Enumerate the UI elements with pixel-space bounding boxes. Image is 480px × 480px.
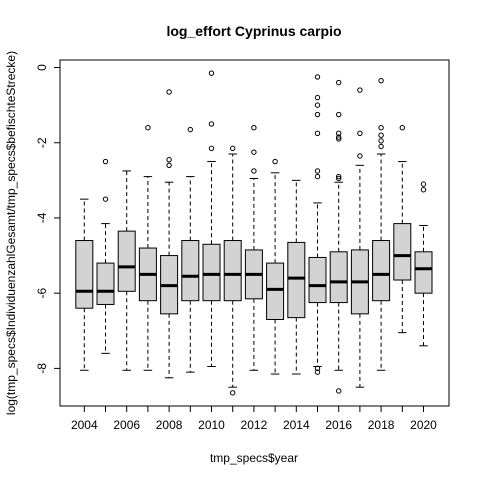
outlier-point [336, 136, 342, 142]
box-rect [223, 240, 242, 302]
box-2015 [308, 74, 327, 375]
box-rect [75, 240, 94, 309]
y-axis: -8 -6 -4 -2 0 [35, 64, 60, 374]
outlier-point [314, 74, 321, 80]
y-axis-label: log(tmp_specs$IndividuenzahlGesamt/tmp_s… [4, 51, 18, 415]
box-rect [181, 240, 200, 302]
outlier-point [357, 153, 363, 159]
x-axis-label: tmp_specs$year [210, 451, 298, 465]
outlier-point [378, 132, 384, 138]
x-tick-label: 2006 [113, 418, 140, 432]
outlier-point [336, 111, 342, 118]
box-rect [202, 243, 221, 302]
box-rect [117, 230, 136, 292]
box-2013 [266, 158, 285, 375]
box-rect [372, 240, 391, 302]
outlier-point [187, 126, 194, 133]
box-2018 [372, 77, 391, 371]
outlier-point [230, 145, 236, 152]
outlier-point [314, 369, 321, 375]
box-2008 [160, 89, 179, 379]
outlier-point [166, 156, 172, 163]
box-2014 [287, 179, 306, 375]
outlier-point [314, 102, 321, 108]
outlier-point [336, 130, 342, 137]
box-2019 [393, 124, 412, 334]
box-2011 [223, 145, 242, 396]
x-tick-label: 2012 [241, 418, 268, 432]
outlier-point [145, 124, 151, 131]
x-tick-label: 2016 [325, 418, 352, 432]
outlier-point [314, 94, 321, 101]
box-2016 [329, 79, 348, 394]
outlier-point [420, 187, 427, 193]
boxes-group [75, 70, 433, 396]
x-tick-label: 2020 [410, 418, 437, 432]
outlier-point [251, 124, 257, 131]
box-2005 [96, 158, 115, 354]
outlier-point [336, 175, 342, 182]
box-2009 [181, 126, 200, 373]
x-tick-label: 2010 [198, 418, 225, 432]
box-2017 [350, 87, 369, 388]
box-2010 [202, 70, 221, 368]
outlier-point [208, 121, 215, 127]
outlier-point [166, 162, 172, 169]
outlier-point [314, 111, 321, 118]
y-tick-label: 0 [35, 64, 49, 71]
outlier-point [378, 143, 384, 150]
outlier-point [230, 390, 236, 396]
outlier-point [251, 149, 257, 155]
outlier-point [378, 77, 384, 84]
outlier-point [378, 124, 384, 131]
outlier-point [251, 168, 257, 174]
box-2020 [414, 181, 433, 347]
box-rect [287, 241, 306, 319]
box-2012 [244, 124, 263, 371]
outlier-point [208, 70, 215, 76]
box-rect [266, 262, 285, 320]
x-tick-label: 2004 [71, 418, 98, 432]
outlier-point [399, 124, 405, 131]
outlier-point [272, 158, 278, 165]
y-tick-label: -2 [35, 137, 49, 148]
outlier-point [357, 130, 363, 137]
x-tick-label: 2018 [368, 418, 395, 432]
outlier-point [166, 89, 172, 95]
box-rect [414, 251, 433, 294]
plot-frame [59, 59, 450, 407]
outlier-point [102, 196, 109, 202]
box-rect [329, 251, 348, 304]
outlier-point [336, 173, 342, 180]
outlier-point [378, 138, 384, 144]
y-tick-label: -4 [35, 212, 49, 223]
box-2004 [75, 198, 94, 371]
outlier-point [102, 158, 109, 165]
box-rect [308, 256, 327, 304]
outlier-point [314, 168, 321, 174]
chart-title: log_effort Cyprinus carpio [166, 23, 341, 39]
box-rect [96, 262, 115, 305]
outlier-point [314, 365, 321, 372]
x-tick-label: 2008 [156, 418, 183, 432]
outlier-point [314, 130, 321, 137]
outlier-point [357, 87, 363, 93]
outlier-point [208, 145, 215, 152]
x-axis: 2004 2006 2008 2010 2012 2014 2016 2018 2020 [71, 406, 437, 432]
outlier-point [336, 388, 342, 394]
outlier-point [336, 134, 342, 140]
outlier-point [336, 79, 342, 86]
y-tick-label: -8 [35, 363, 49, 374]
y-tick-label: -6 [35, 288, 49, 299]
x-tick-label: 2014 [283, 418, 310, 432]
box-2007 [138, 124, 157, 371]
box-rect [393, 223, 412, 281]
outlier-point [314, 173, 321, 180]
outlier-point [420, 181, 427, 187]
box-2006 [117, 170, 136, 371]
